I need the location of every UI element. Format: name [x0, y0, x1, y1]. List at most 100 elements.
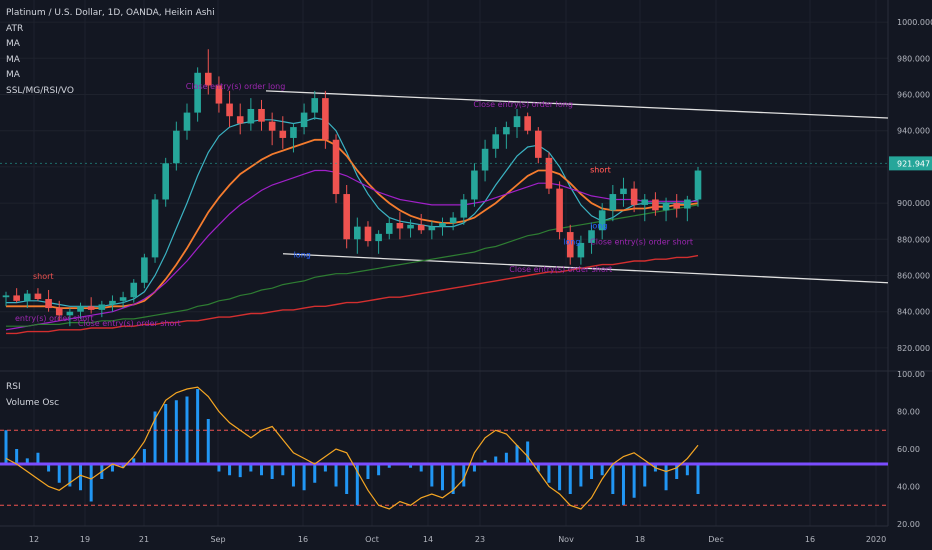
volume-osc-bar: [228, 464, 232, 476]
candle: [45, 299, 52, 309]
moving-average-3: [5, 169, 698, 331]
volume-osc-bar: [600, 464, 604, 476]
volume-osc-bar: [281, 464, 285, 476]
candle: [258, 108, 265, 122]
candle: [300, 112, 308, 128]
rsi-line: [5, 386, 699, 510]
indicator-volume-osc[interactable]: Volume Osc: [6, 397, 60, 408]
candle: [119, 297, 127, 301]
moving-average-4: [6, 204, 699, 327]
moving-average-1: [6, 117, 699, 307]
candle: [588, 230, 595, 243]
indicator-ma-1[interactable]: MA: [6, 39, 20, 49]
volume-osc-bar: [377, 464, 381, 476]
volume-osc-bar: [685, 464, 689, 476]
time-tick-label: Dec: [708, 535, 723, 544]
candle: [673, 203, 681, 209]
candle: [268, 121, 276, 131]
volume-osc-bar: [4, 430, 8, 464]
annotation-label: Close entry(s) order long: [473, 100, 573, 109]
chart-title: Platinum / U.S. Dollar, 1D, OANDA, Heiki…: [6, 8, 215, 18]
volume-osc-bar: [536, 464, 540, 472]
price-tick-label: 860.000: [897, 272, 930, 281]
candle: [577, 242, 585, 258]
candle: [417, 224, 425, 231]
rsi-tick-label: 20.00: [897, 520, 920, 529]
annotation-label: Close entry(s) order short: [78, 319, 181, 328]
volume-osc-bar: [409, 464, 413, 468]
volume-osc-bar: [142, 449, 146, 464]
volume-osc-bar: [345, 464, 349, 494]
volume-osc-bar: [185, 396, 189, 464]
candle: [545, 157, 553, 189]
candle: [2, 295, 10, 298]
time-tick-label: 16: [298, 535, 308, 544]
time-tick-label: 21: [139, 535, 149, 544]
volume-osc-bar: [643, 464, 647, 487]
rsi-tick-label: 80.00: [897, 408, 920, 417]
main-legend: Platinum / U.S. Dollar, 1D, OANDA, Heiki…: [6, 6, 215, 99]
volume-osc-bar: [558, 464, 562, 491]
candle: [151, 199, 159, 258]
annotation-label: Close entry(s) order short: [590, 238, 693, 247]
volume-osc-bar: [440, 464, 444, 491]
candle: [98, 304, 106, 310]
rsi-tick-label: 100.00: [897, 370, 925, 379]
volume-osc-bar: [675, 464, 679, 479]
time-tick-label: 18: [635, 535, 645, 544]
indicator-ma-2[interactable]: MA: [6, 54, 20, 65]
annotation-label: long: [563, 238, 580, 247]
volume-osc-bar: [590, 464, 594, 479]
candle: [173, 130, 180, 164]
time-tick-label: Nov: [558, 535, 574, 544]
volume-osc-bar: [313, 464, 317, 483]
volume-osc-bar: [79, 464, 83, 491]
volume-osc-bar: [430, 464, 434, 487]
volume-osc-bar: [451, 464, 455, 494]
indicator-atr[interactable]: ATR: [6, 23, 24, 34]
candle: [428, 226, 436, 231]
time-tick-label: 23: [475, 535, 485, 544]
time-tick-label: 19: [80, 535, 90, 544]
indicator-rsi[interactable]: RSI: [6, 382, 21, 392]
volume-osc-bar: [494, 456, 498, 464]
price-tick-label: 880.000: [897, 235, 930, 244]
annotation-label: long: [294, 250, 311, 259]
volume-osc-bar: [164, 404, 168, 464]
candle: [652, 199, 659, 211]
price-tick-label: 1000.000: [897, 18, 932, 27]
annotation-label: entry(s) order short: [15, 314, 94, 323]
annotation-label: Close entry(s) order long: [186, 82, 286, 91]
volume-osc-bar: [249, 464, 253, 472]
candle: [204, 72, 212, 86]
volume-osc-bar: [153, 411, 157, 464]
volume-osc-bar: [696, 464, 700, 494]
candle: [354, 226, 361, 240]
volume-osc-bar: [611, 464, 615, 494]
indicator-ma-3[interactable]: MA: [6, 70, 20, 80]
volume-osc-bar: [355, 464, 359, 506]
time-tick-label: 14: [423, 535, 433, 544]
volume-osc-bar: [121, 464, 125, 468]
candle: [226, 103, 233, 117]
volume-osc-bar: [291, 464, 295, 487]
candle: [77, 306, 84, 312]
indicator-ssl[interactable]: SSL/MG/RSI/VO: [6, 85, 74, 96]
candle: [641, 199, 649, 205]
volume-osc-bar: [25, 458, 29, 464]
volume-osc-bar: [15, 449, 19, 464]
volume-osc-bar: [47, 464, 51, 472]
last-price-label: 921.947: [897, 159, 930, 168]
candle: [662, 203, 670, 211]
candle: [322, 98, 329, 140]
price-tick-label: 960.000: [897, 91, 930, 100]
volume-osc-midline: [0, 462, 888, 466]
candle: [439, 223, 446, 227]
volume-osc-bar: [547, 464, 551, 483]
candle: [130, 282, 138, 298]
candle: [311, 98, 319, 113]
candle: [566, 232, 574, 258]
candle: [66, 311, 74, 316]
candle: [183, 112, 191, 131]
volume-osc-bar: [366, 464, 370, 479]
